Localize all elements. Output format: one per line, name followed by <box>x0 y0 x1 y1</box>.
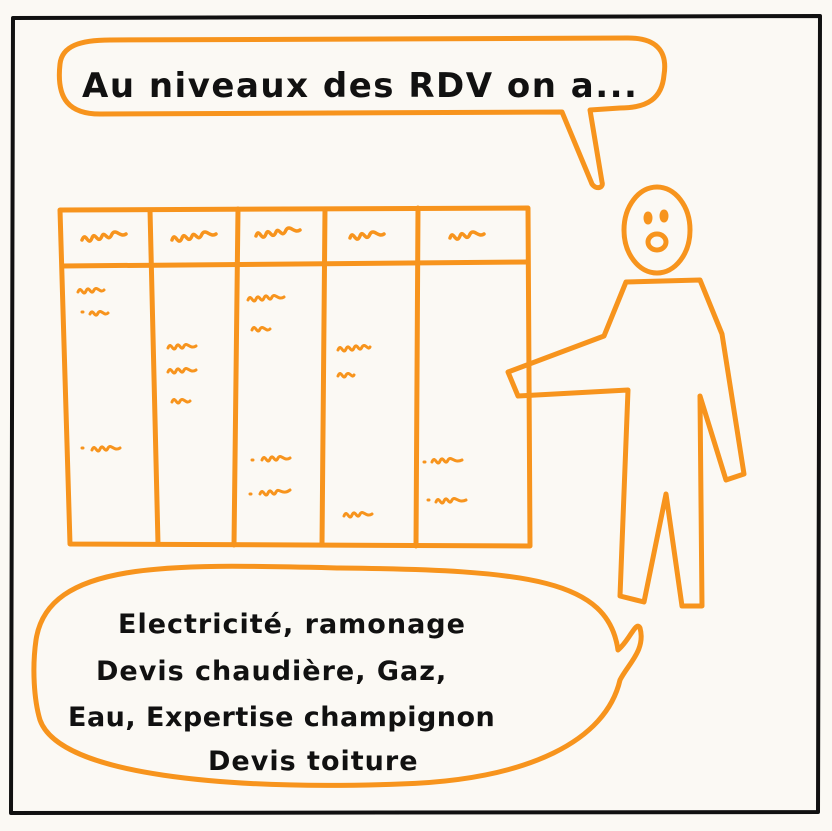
board-header-scribble-2 <box>170 230 218 243</box>
board-header-scribble-4 <box>348 230 386 241</box>
top-speech-bubble: Au niveaux des RDV on a... <box>56 35 668 191</box>
top-bubble-outline <box>56 35 668 191</box>
bottom-bubble-line-3: Eau, Expertise champignon <box>68 702 495 733</box>
bottom-bubble-line-1: Electricité, ramonage <box>118 609 466 640</box>
board-column-divider-2 <box>231 206 241 548</box>
character-body <box>505 277 747 609</box>
schedule-board <box>57 205 533 549</box>
board-header-scribble-3 <box>254 226 302 239</box>
panel-border <box>9 14 822 815</box>
character-head <box>621 184 693 276</box>
board-column-divider-4 <box>413 205 421 549</box>
board-column-divider-1 <box>147 207 161 547</box>
bottom-speech-bubble: Electricité, ramonage Devis chaudière, G… <box>31 563 644 788</box>
board-cell-scribbles <box>76 286 468 519</box>
bottom-bubble-line-2: Devis chaudière, Gaz, <box>96 656 447 687</box>
character-eye-left <box>643 211 653 225</box>
stick-figure-icon <box>505 184 747 609</box>
board-column-divider-3 <box>319 206 328 548</box>
character-mouth <box>645 231 669 253</box>
bottom-bubble-text: Electricité, ramonage Devis chaudière, G… <box>68 609 495 777</box>
board-header-line <box>59 259 531 269</box>
top-bubble-text: Au niveaux des RDV on a... <box>82 66 638 106</box>
bottom-bubble-outline <box>31 563 644 788</box>
board-outline <box>57 205 533 549</box>
board-header-scribble-5 <box>448 230 486 241</box>
character-eye-right <box>659 209 669 223</box>
bottom-bubble-line-4: Devis toiture <box>208 746 419 777</box>
board-header-scribble-1 <box>80 230 128 243</box>
